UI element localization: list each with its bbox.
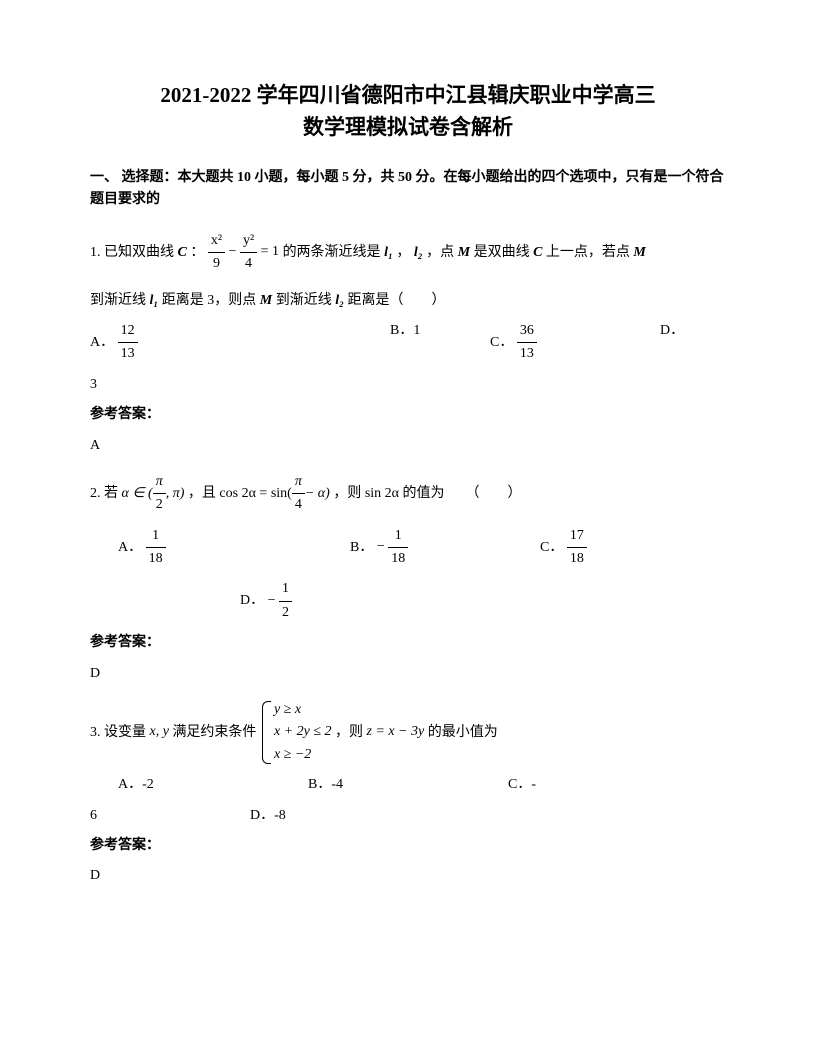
q1-text-1: 已知双曲线 <box>104 245 178 260</box>
q1-optD: D． <box>660 320 684 366</box>
q2-part1: 若 <box>104 486 122 501</box>
q1-l2: l₂ <box>414 245 423 260</box>
q1-options: A． 12 13 B．1 C． 36 13 D． <box>90 320 726 366</box>
q2-optA: A． 1 18 <box>90 525 350 571</box>
q2-optB: B． − 1 18 <box>350 525 540 571</box>
q2-alpha-in: α ∈ ( <box>122 483 153 505</box>
q3-optC2: 6 <box>90 805 250 827</box>
q2-cos2a: cos 2α = sin( <box>219 483 291 505</box>
q1-C: C <box>178 245 187 260</box>
q1-optC: C． 36 13 <box>490 320 660 366</box>
q3-part4: 的最小值为 <box>428 725 498 740</box>
q2-options-row2: D． − 1 2 <box>90 578 726 624</box>
q3-part1: 设变量 <box>104 725 150 740</box>
q1-l1: l₁ <box>384 245 393 260</box>
q3-optC: C．- <box>508 774 536 796</box>
q3-optD: D．-8 <box>250 805 286 827</box>
q1-M2: M <box>633 245 645 260</box>
q3-options-row1: A．-2 B．-4 C．- <box>90 774 726 796</box>
q2-optC: C． 17 18 <box>540 525 587 571</box>
q3-optA: A．-2 <box>118 774 308 796</box>
q3-optB: B．-4 <box>308 774 508 796</box>
q2-comma: ，且 <box>188 486 220 501</box>
q1-M1: M <box>458 245 470 260</box>
q2-optD: D． − 1 2 <box>90 578 292 624</box>
q1-frac1: x² 9 <box>208 230 225 276</box>
q3-constraints: y ≥ x x + 2y ≤ 2 x ≥ −2 <box>260 699 332 766</box>
q1-colon: ： <box>190 245 204 260</box>
q1-text-3: ，点 <box>426 245 458 260</box>
q1-answer-label: 参考答案： <box>90 404 726 426</box>
q1-optB: B．1 <box>390 320 490 366</box>
q2-part3: 的值为 （ ） <box>403 486 522 501</box>
q1-M3: M <box>260 293 272 308</box>
q1-minus: − <box>229 241 237 263</box>
section-1-heading: 一、 选择题：本大题共 10 小题，每小题 5 分，共 50 分。在每小题给出的… <box>90 167 726 212</box>
q1-text-5: 上一点，若点 <box>546 245 634 260</box>
q3-part3: ，则 <box>335 725 367 740</box>
q2-num: 2. <box>90 486 101 501</box>
q1-l2c: 到渐近线 <box>276 293 332 308</box>
question-3: 3. 设变量 x, y 满足约束条件 y ≥ x x + 2y ≤ 2 x ≥ … <box>90 699 726 766</box>
q1-l2d: 距离是（ ） <box>348 293 446 308</box>
q2-part2: ，则 <box>333 486 365 501</box>
q3-z: z = x − 3y <box>367 721 425 743</box>
title-line-2: 数学理模拟试卷含解析 <box>303 115 513 139</box>
q1-comma1: ， <box>396 245 410 260</box>
q1-optA: A． 12 13 <box>90 320 390 366</box>
question-1-line2: 到渐近线 l₁ 距离是 3，则点 M 到渐近线 l₂ 距离是（ ） <box>90 290 726 312</box>
doc-title: 2021-2022 学年四川省德阳市中江县辑庆职业中学高三 数学理模拟试卷含解析 <box>90 80 726 143</box>
q1-num: 1. <box>90 245 101 260</box>
q1-text-4: 是双曲线 <box>474 245 534 260</box>
q3-answer: D <box>90 865 726 887</box>
q2-minus-a: − α) <box>305 483 330 505</box>
q3-options-row2: 6 D．-8 <box>90 805 726 827</box>
q1-l2b: 距离是 3，则点 <box>162 293 260 308</box>
q1-text-2: 的两条渐近线是 <box>283 245 381 260</box>
q3-part2: 满足约束条件 <box>172 725 260 740</box>
q1-answer: A <box>90 435 726 457</box>
q2-part1b: , π) <box>166 483 185 505</box>
q1-C2: C <box>533 245 542 260</box>
q2-answer: D <box>90 663 726 685</box>
q3-num: 3. <box>90 725 101 740</box>
q1-l2a: 到渐近线 <box>90 293 146 308</box>
title-line-1: 2021-2022 学年四川省德阳市中江县辑庆职业中学高三 <box>160 83 655 107</box>
q2-options-row1: A． 1 18 B． − 1 18 C． 17 18 <box>90 525 726 571</box>
question-1: 1. 已知双曲线 C ： x² 9 − y² 4 = 1 的两条渐近线是 l₁ … <box>90 230 726 276</box>
q1-l1b: l₁ <box>150 293 159 308</box>
q2-answer-label: 参考答案： <box>90 632 726 654</box>
q1-l2b2: l₂ <box>335 293 344 308</box>
q3-answer-label: 参考答案： <box>90 835 726 857</box>
q2-sin2a: sin 2α <box>365 483 399 505</box>
q1-frac2: y² 4 <box>240 230 257 276</box>
question-2: 2. 若 α ∈ (π2, π) ，且 cos 2α = sin(π4 − α)… <box>90 471 726 517</box>
q1-eq1: = 1 <box>261 241 279 263</box>
q1-optD-val: 3 <box>90 374 726 396</box>
q3-xy: x, y <box>150 721 169 743</box>
